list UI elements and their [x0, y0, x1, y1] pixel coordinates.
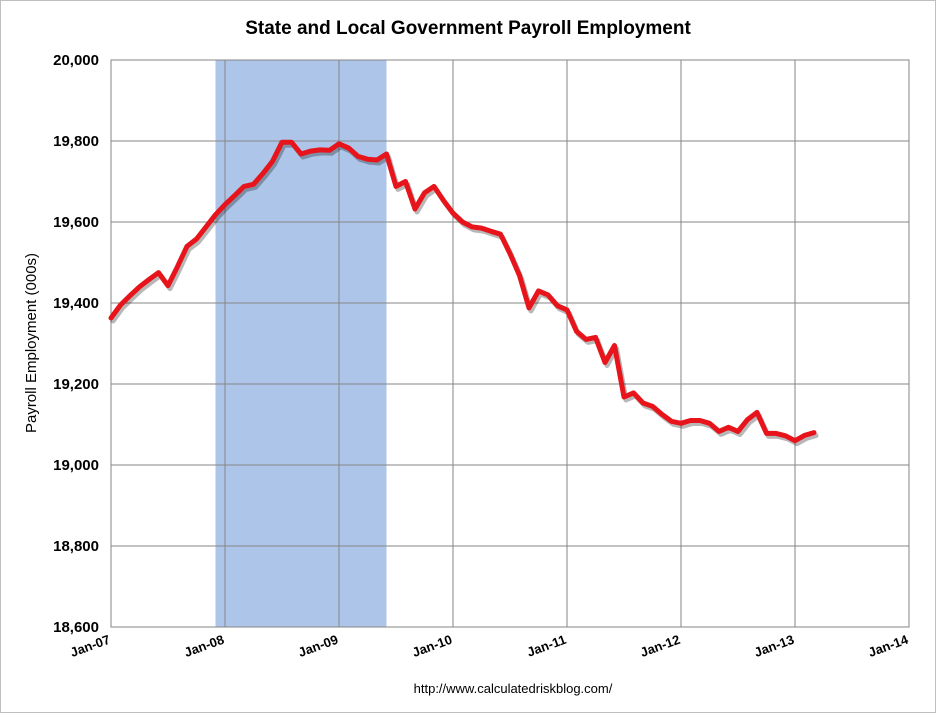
- x-tick-label: Jan-10: [410, 632, 454, 660]
- y-tick-label: 19,600: [53, 214, 99, 231]
- y-axis-label: Payroll Employment (000s): [23, 253, 40, 433]
- x-tick-label: Jan-11: [525, 632, 568, 660]
- y-tick-label: 19,200: [53, 376, 99, 393]
- x-tick-label: Jan-14: [866, 631, 911, 659]
- y-tick-label: 18,600: [53, 619, 99, 636]
- y-tick-label: 19,400: [53, 295, 99, 312]
- x-tick-label: Jan-08: [182, 632, 226, 660]
- chart-title: State and Local Government Payroll Emplo…: [245, 18, 691, 39]
- x-tick-label: Jan-12: [638, 632, 682, 660]
- y-tick-label: 20,000: [53, 52, 99, 69]
- x-tick-label: Jan-13: [752, 632, 796, 660]
- y-tick-label: 18,800: [53, 538, 99, 555]
- series-line: [108, 139, 817, 444]
- y-tick-label: 19,000: [53, 457, 99, 474]
- y-tick-label: 19,800: [53, 133, 99, 150]
- x-tick-label: Jan-09: [296, 632, 340, 660]
- plot-border: [110, 59, 910, 628]
- source-url: http://www.calculatedriskblog.com/: [414, 681, 613, 696]
- recession-shading: [215, 60, 387, 627]
